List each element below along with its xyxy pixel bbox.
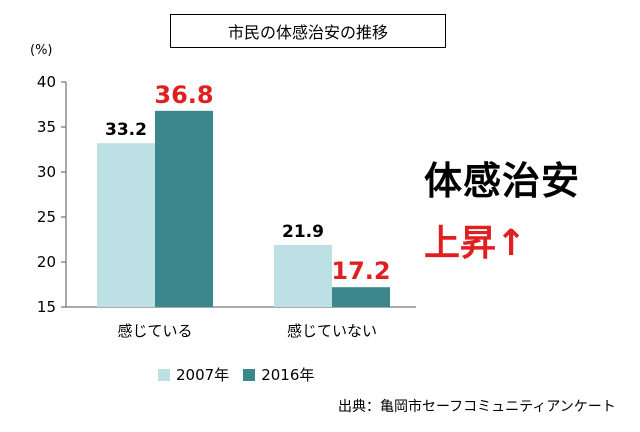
chart-labels: 33.2 21.9 36.8 17.2 [105,81,391,285]
legend-label-2007: 2007年 [176,366,230,384]
chart-bars [97,110,390,307]
y-tick-label: 25 [37,208,56,226]
y-tick-label: 15 [37,298,56,316]
x-category-label: 感じていない [287,322,377,340]
legend-item-2007: 2007年 [158,364,229,385]
data-label: 21.9 [282,222,324,242]
y-tick-label: 35 [37,118,56,136]
bar-2016-0 [155,110,213,307]
bar-2007-1 [274,244,332,307]
x-category-label: 感じている [117,322,192,340]
callout-rise: 上昇↑ [424,223,527,264]
chart-legend: 2007年 2016年 [158,364,328,385]
legend-item-2016: 2016年 [243,364,314,385]
y-axis-unit: (%) [30,43,53,58]
data-label: 17.2 [331,257,390,285]
legend-swatch-2007 [158,368,170,381]
callout-title: 体感治安 [424,159,581,203]
legend-swatch-2016 [243,368,256,381]
chart-axes: (%) 15 20 25 30 35 40 感じている 感じていない [30,43,416,340]
bar-2007-0 [97,143,155,307]
data-label: 36.8 [154,81,213,109]
source-note: 出典：亀岡市セーフコミュニティアンケート [338,399,616,415]
bar-2016-1 [332,287,390,307]
y-tick-label: 20 [37,253,56,271]
chart-title: 市民の体感治安の推移 [170,14,446,48]
data-label: 33.2 [105,120,147,140]
legend-label-2016: 2016年 [261,366,315,384]
y-tick-label: 30 [37,163,56,181]
y-tick-label: 40 [37,73,56,91]
